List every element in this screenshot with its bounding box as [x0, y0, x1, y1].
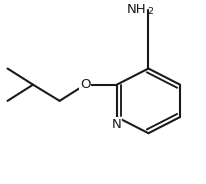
Text: 2: 2	[147, 7, 153, 16]
Text: O: O	[80, 78, 90, 91]
Text: NH: NH	[126, 3, 146, 16]
Text: N: N	[111, 118, 121, 131]
